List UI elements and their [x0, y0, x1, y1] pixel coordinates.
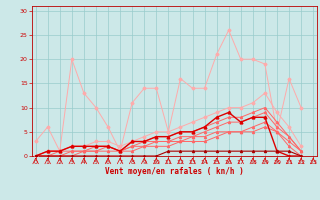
X-axis label: Vent moyen/en rafales ( kn/h ): Vent moyen/en rafales ( kn/h ) [105, 167, 244, 176]
